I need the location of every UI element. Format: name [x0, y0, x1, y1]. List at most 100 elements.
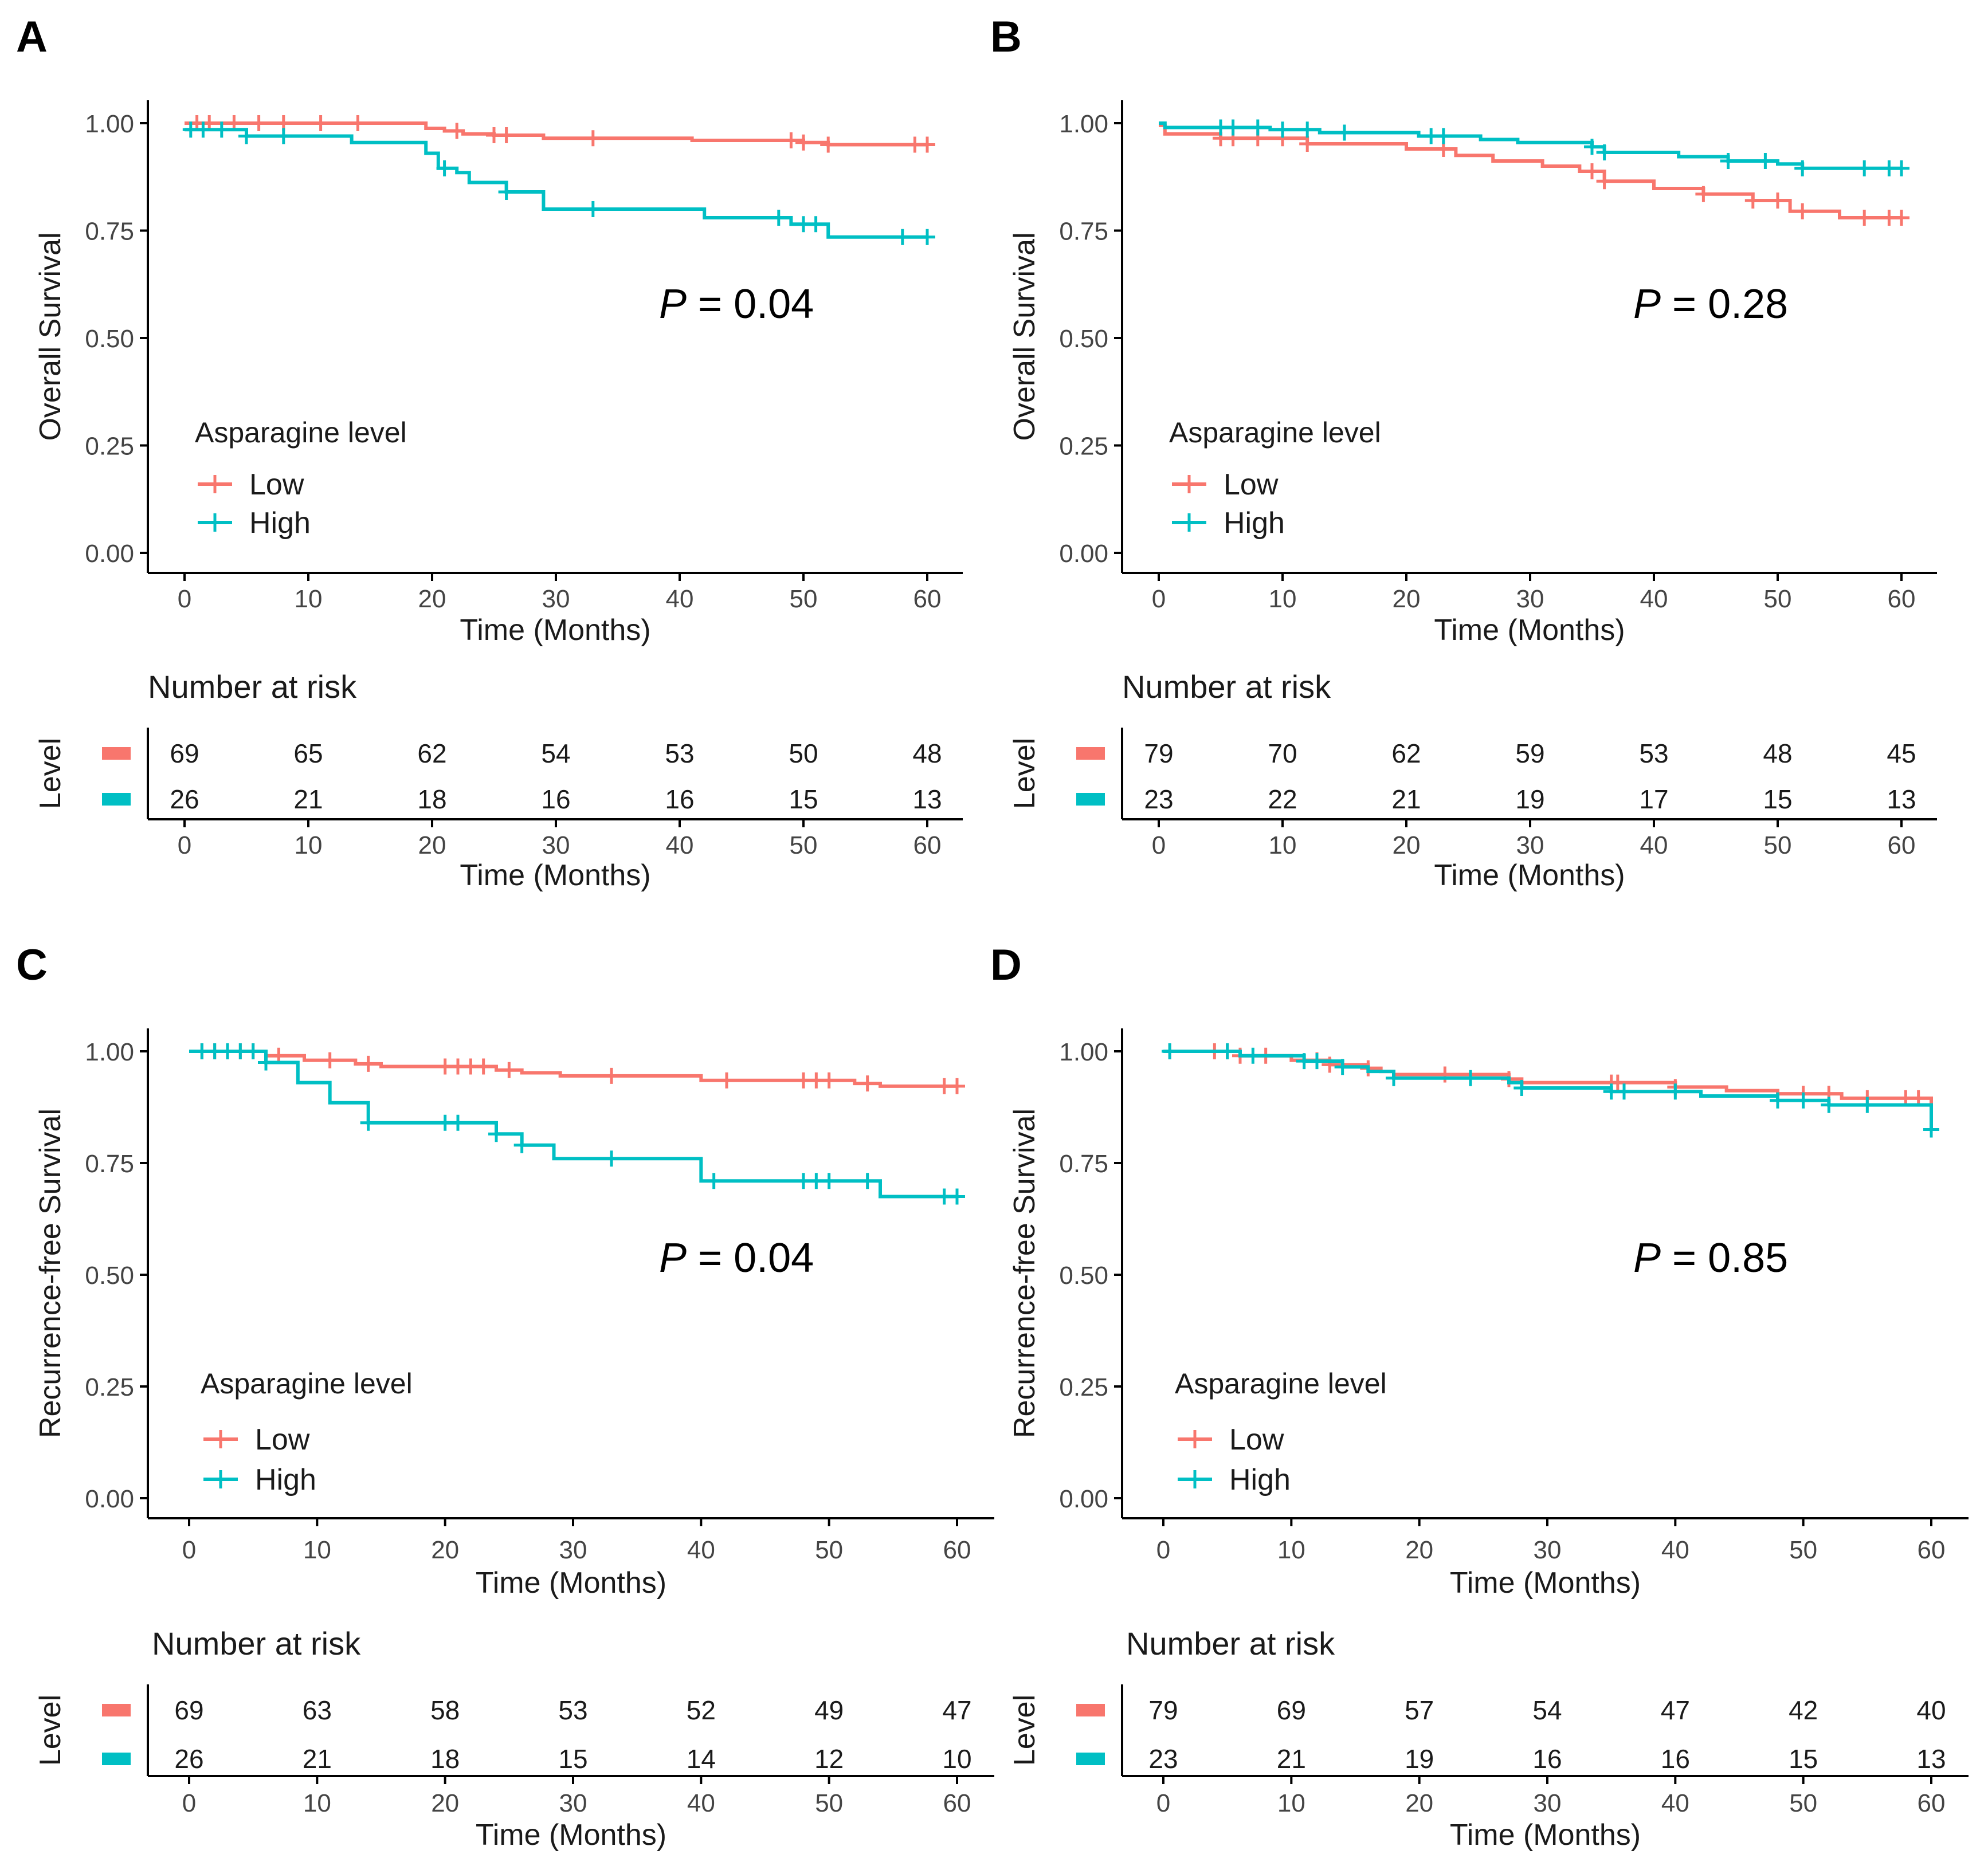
risk-x-tick-label: 20 — [1393, 831, 1421, 859]
censor-mark-high — [1275, 121, 1291, 138]
censor-mark-high — [603, 1150, 619, 1167]
x-tick-label: 40 — [1640, 585, 1668, 613]
censor-mark-low — [1609, 1074, 1626, 1091]
censor-mark-high — [1770, 1092, 1786, 1109]
panel-b: B 0.00 0.25 0.50 0.75 1.00 0 10 20 30 40 50 60 Time (… — [990, 13, 1937, 892]
p-value: P = 0.04 — [659, 281, 814, 327]
x-tick-label: 30 — [559, 1536, 587, 1564]
y-tick-label: 0.00 — [85, 540, 134, 568]
risk-x-tick-label: 10 — [295, 831, 323, 859]
censor-mark-high — [1584, 139, 1600, 155]
y-tick-label: 1.00 — [85, 1038, 134, 1066]
censor-mark-high — [245, 1043, 261, 1059]
panel-d: D 0.00 0.25 0.50 0.75 1.00 0 10 20 30 40 50 60 Time (… — [990, 941, 1969, 1852]
y-axis-label: Overall Survival — [1008, 232, 1041, 441]
censor-mark-high — [1794, 160, 1811, 176]
risk-x-tick-label: 40 — [687, 1789, 715, 1817]
risk-table: Number at risk Level 79 23 0 69 21 10 57 19 20 54 16… — [1008, 1625, 1969, 1852]
x-tick-label: 60 — [1888, 585, 1916, 613]
risk-count-low: 53 — [558, 1695, 587, 1725]
risk-x-tick-label: 50 — [815, 1789, 843, 1817]
y-tick-label: 0.00 — [1059, 1485, 1108, 1513]
censor-mark-low — [585, 130, 601, 147]
risk-count-high: 16 — [665, 784, 694, 814]
x-tick-label: 50 — [1764, 585, 1792, 613]
censor-mark-low — [1695, 186, 1712, 202]
censor-mark-high — [1219, 1043, 1236, 1059]
risk-table-title: Number at risk — [152, 1625, 361, 1661]
panel-a: A 0.00 0.25 0.50 0.75 1.00 0 10 20 30 40 50 60 Time (… — [16, 13, 963, 892]
x-tick-label: 30 — [1516, 585, 1544, 613]
censor-mark-high — [1162, 1043, 1178, 1059]
y-tick-label: 0.75 — [1059, 218, 1108, 246]
censor-mark-high — [1299, 121, 1316, 138]
x-tick-label: 50 — [790, 585, 818, 613]
legend-label-low: Low — [1229, 1423, 1284, 1456]
risk-x-tick-label: 0 — [1152, 831, 1166, 859]
risk-count-low: 49 — [814, 1695, 844, 1725]
censor-mark-low — [1584, 163, 1600, 179]
risk-x-tick-label: 40 — [1640, 831, 1668, 859]
x-tick-label: 20 — [1405, 1536, 1433, 1564]
risk-swatch-low — [1076, 1704, 1105, 1716]
risk-count-low: 79 — [1144, 738, 1173, 768]
panel-letter: C — [16, 941, 48, 989]
legend-label-low: Low — [1224, 468, 1279, 501]
y-tick-label: 0.50 — [85, 325, 134, 353]
legend-label-high: High — [255, 1463, 316, 1496]
risk-table: Number at risk Level 79 23 0 70 22 10 62 21 20 59 19… — [1008, 669, 1937, 892]
risk-table-title: Number at risk — [148, 669, 357, 705]
risk-level-label: Level — [1008, 1695, 1041, 1766]
risk-count-high: 15 — [1763, 784, 1792, 814]
censor-mark-high — [498, 184, 515, 200]
risk-count-high: 18 — [430, 1744, 460, 1774]
y-axis-label: Overall Survival — [34, 232, 67, 441]
censor-mark-low — [859, 1075, 876, 1092]
censor-mark-high — [1462, 1070, 1479, 1086]
risk-count-high: 21 — [1277, 1744, 1306, 1774]
censor-mark-low — [501, 1062, 517, 1078]
risk-count-low: 42 — [1789, 1695, 1818, 1725]
legend: Asparagine level Low High — [1175, 1368, 1387, 1496]
y-tick-label: 0.50 — [1059, 1262, 1108, 1290]
km-curve-low — [1159, 123, 1901, 219]
censor-mark-low — [312, 115, 329, 131]
censor-mark-high — [1667, 1083, 1684, 1100]
censor-mark-high — [705, 1173, 722, 1189]
risk-swatch-low — [1076, 747, 1105, 760]
x-tick-label: 60 — [1918, 1536, 1946, 1564]
risk-x-tick-label: 10 — [1277, 1789, 1305, 1817]
risk-x-tick-label: 20 — [1405, 1789, 1433, 1817]
censor-mark-low — [820, 136, 837, 153]
x-tick-label: 50 — [1789, 1536, 1817, 1564]
risk-count-low: 63 — [303, 1695, 332, 1725]
x-tick-label: 40 — [666, 585, 694, 613]
risk-count-low: 53 — [1639, 738, 1668, 768]
km-curve-low — [1163, 1050, 1933, 1121]
risk-count-high: 15 — [558, 1744, 587, 1774]
risk-count-high: 10 — [942, 1744, 971, 1774]
censor-mark-high — [1225, 119, 1241, 136]
x-tick-label: 0 — [178, 585, 191, 613]
risk-count-high: 19 — [1405, 1744, 1434, 1774]
risk-x-tick-label: 20 — [431, 1789, 459, 1817]
censor-mark-high — [770, 210, 787, 226]
risk-count-low: 52 — [687, 1695, 716, 1725]
y-tick-label: 0.25 — [85, 1373, 134, 1401]
censor-mark-high — [1513, 1079, 1530, 1096]
risk-swatch-high — [1076, 1753, 1105, 1765]
risk-count-high: 18 — [417, 784, 446, 814]
risk-count-low: 48 — [912, 738, 942, 768]
x-tick-label: 0 — [1152, 585, 1166, 613]
y-tick-label: 1.00 — [1059, 110, 1108, 138]
censor-mark-high — [1616, 1083, 1632, 1100]
risk-x-tick-label: 60 — [913, 831, 942, 859]
risk-count-high: 17 — [1639, 784, 1668, 814]
censor-mark-low — [250, 115, 267, 131]
y-axis-label: Recurrence-free Survival — [34, 1109, 67, 1438]
x-tick-label: 30 — [542, 585, 570, 613]
censor-mark-low — [719, 1072, 735, 1089]
p-value: P = 0.04 — [659, 1235, 814, 1281]
censor-mark-low — [1794, 203, 1811, 219]
risk-count-low: 79 — [1148, 1695, 1178, 1725]
